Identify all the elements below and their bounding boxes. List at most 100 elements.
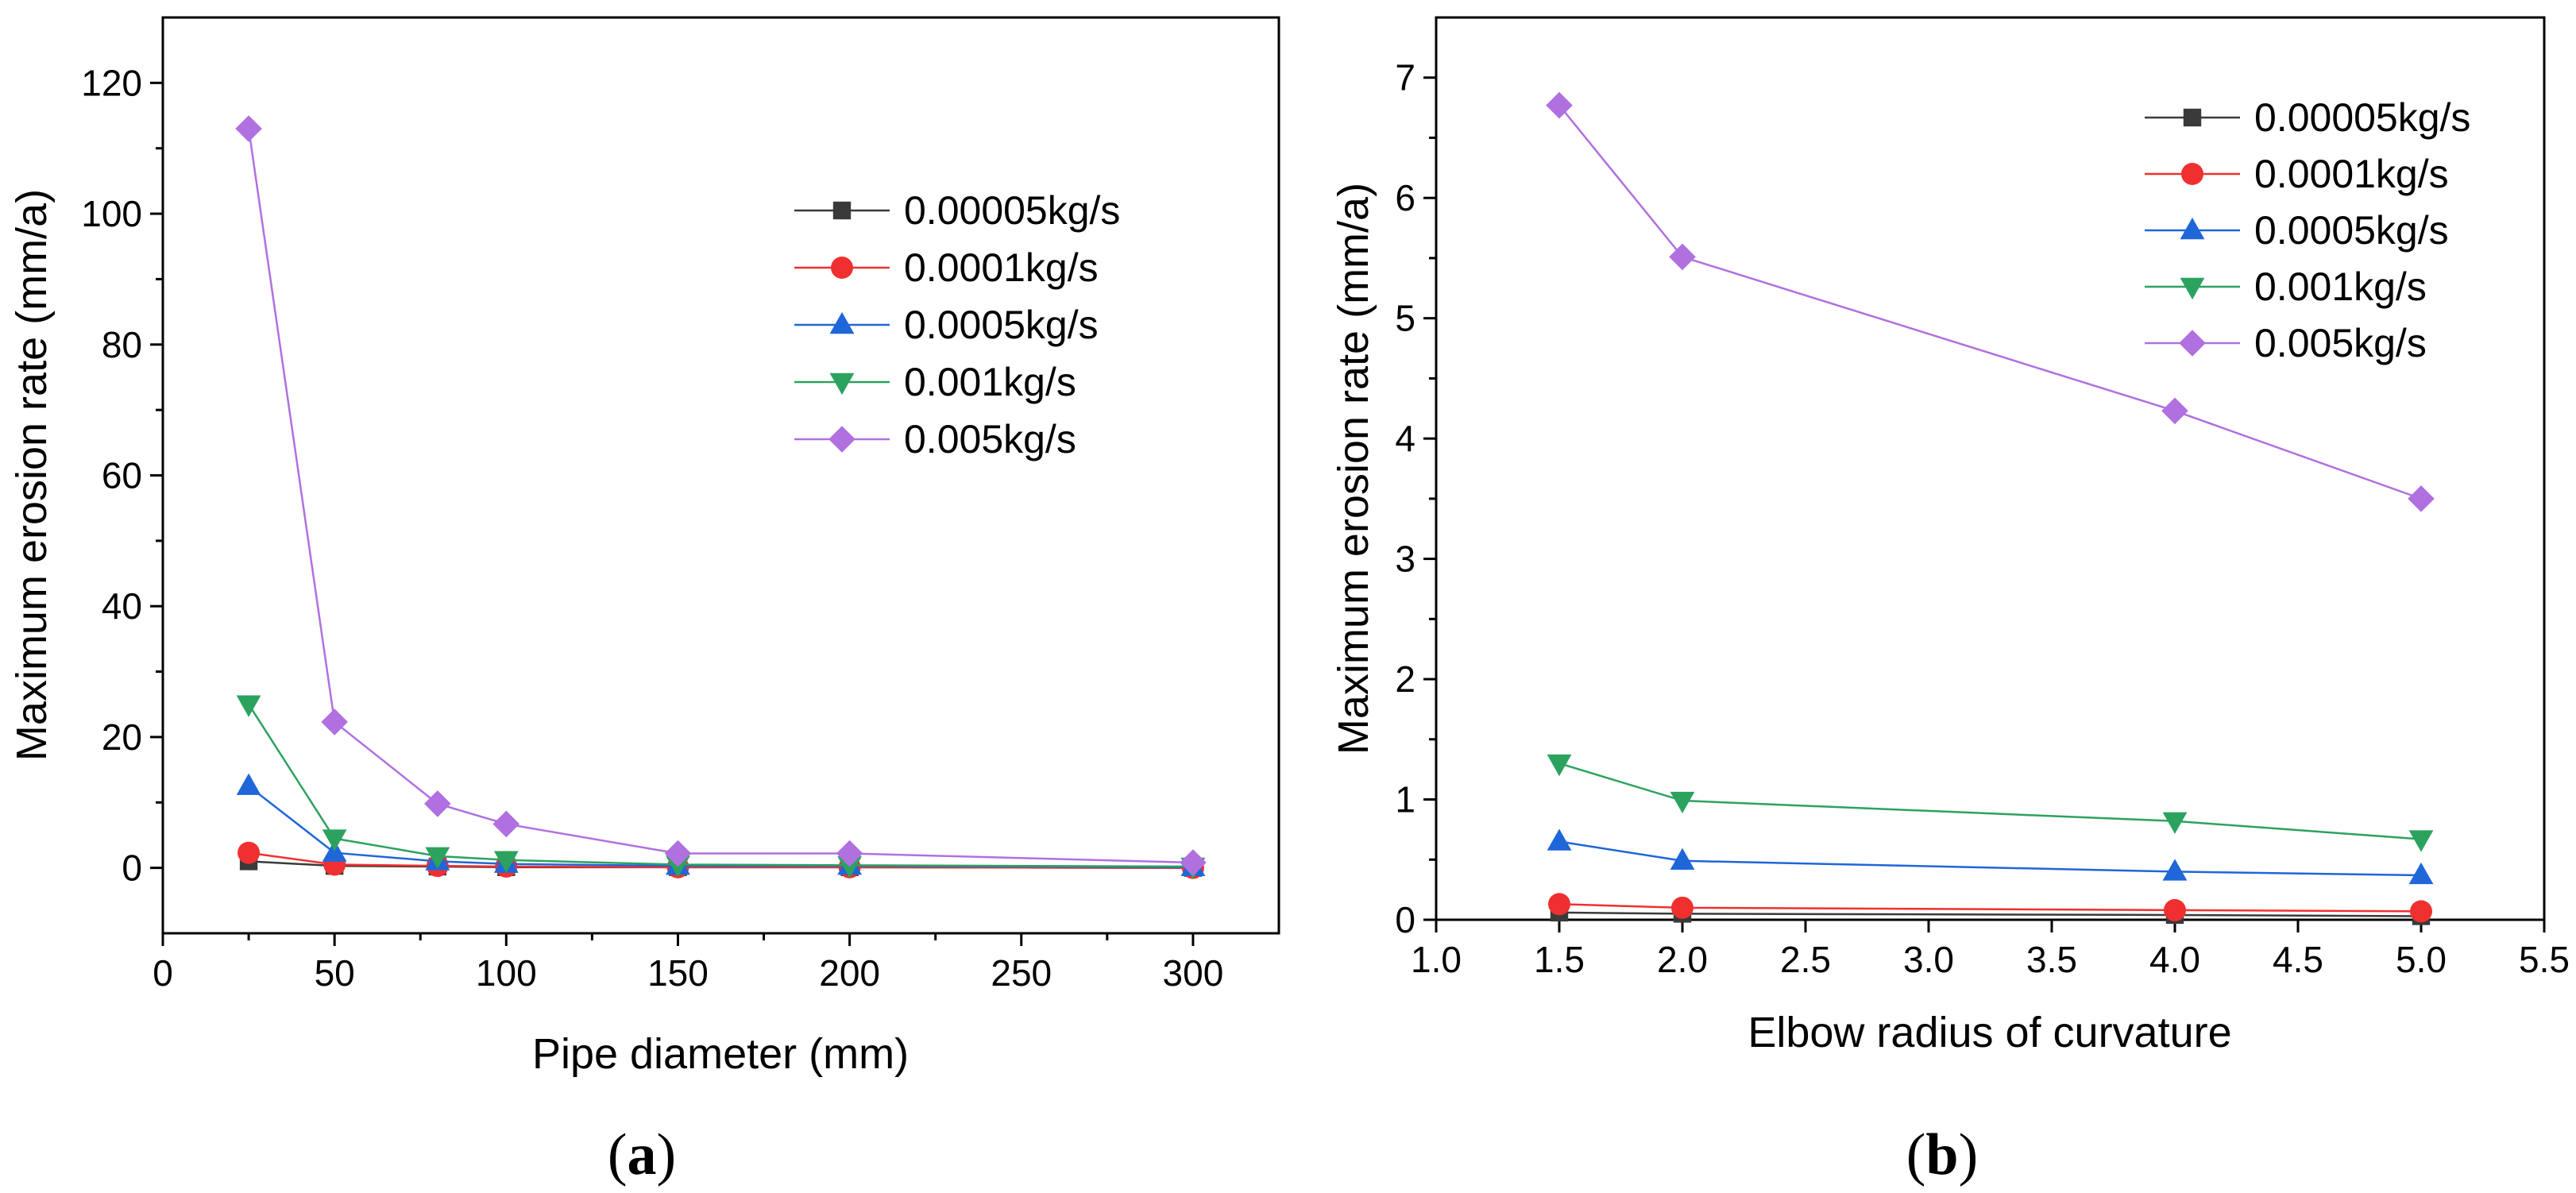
panel-a-legend-marker (829, 311, 855, 334)
panel-a-data-point (664, 840, 692, 867)
panel-b-x-tick-label: 2.0 (1657, 939, 1708, 980)
panel-a-plot-frame (161, 16, 1280, 935)
panel-a-series-3 (236, 695, 1206, 880)
panel-b-y-tick-label: 5 (1395, 298, 1415, 339)
panel-b-y-tick-label: 6 (1395, 177, 1415, 218)
panel-b-x-tick-label: 3.5 (2026, 939, 2077, 980)
panel-b-x-tick-label: 4.0 (2149, 939, 2200, 980)
panel-a-series-line (248, 704, 1193, 868)
panel-b-series-line (1558, 104, 2422, 500)
panel-b-series-2 (1547, 828, 2434, 885)
panel-b-series-line (1558, 903, 2422, 913)
panel-b-x-tick-label: 5.0 (2396, 939, 2447, 980)
panel-b-series-line (1558, 911, 2422, 917)
panel-a-legend-label: 0.0005kg/s (904, 303, 1099, 347)
panel-a-series-line (247, 128, 1193, 864)
panel-a-series-4 (235, 115, 1207, 876)
panel-a-x-tick-label: 200 (819, 952, 880, 994)
panel-a-y-tick-label: 60 (102, 455, 142, 496)
panel-a-legend-marker (829, 373, 855, 396)
panel-a-y-tick-label: 80 (102, 324, 142, 365)
panel-a-x-tick-label: 50 (315, 952, 355, 994)
panel-b-data-point (2162, 859, 2188, 881)
panel-a-x-tick-label: 250 (991, 952, 1052, 994)
panel-a-x-tick-label: 0 (153, 952, 173, 994)
panel-a-legend-marker (832, 201, 852, 220)
panel-b-legend-marker (2183, 108, 2202, 127)
panel-a-legend-marker (831, 257, 853, 279)
panel-b-data-point (2408, 485, 2435, 512)
panel-b-x-tick-label: 2.5 (1780, 939, 1831, 980)
panel-b-legend-label: 0.00005kg/s (2254, 95, 2470, 140)
panel-a-data-point (493, 851, 519, 873)
panel-b-x-tick-label: 1.5 (1534, 939, 1585, 980)
panel-b-data-point (2408, 830, 2434, 852)
panel-b-plot-frame (1435, 16, 2546, 921)
panel-b-data-point (1546, 91, 1573, 119)
panel-b-series-line (1558, 840, 2422, 877)
panel-b-legend-marker (2181, 163, 2203, 185)
panel-a-legend: 0.00005kg/s 0.0001kg/s 0.0005kg/s 0.001kg/s… (794, 188, 1120, 461)
panel-b-data-point (2162, 812, 2188, 834)
panel-b-series-1 (1548, 893, 2432, 923)
panel-a-x-tick-label: 300 (1163, 952, 1224, 994)
panel-b-series-line (1558, 762, 2422, 840)
panel-a-legend-label: 0.005kg/s (904, 417, 1076, 461)
panel-b-x-tick-label: 5.5 (2519, 939, 2570, 980)
panel-b-y-tick-label: 4 (1395, 418, 1415, 459)
panel-b-y-tick-label: 1 (1395, 779, 1415, 820)
panel-b-y-axis-title: Maximum erosion rate (mm/a) (1330, 183, 1377, 755)
panel-a-x-axis-title: Pipe diameter (mm) (532, 1030, 909, 1078)
panel-a-data-point (1180, 849, 1207, 876)
panel-b-x-tick-label: 1.0 (1411, 939, 1462, 980)
panel-a-data-point (321, 708, 348, 735)
panel-b-caption-label: b (1925, 1122, 1958, 1187)
panel-b-series-4 (1546, 91, 2435, 512)
panel-b-caption: (b) (1906, 1122, 1978, 1187)
panel-b-data-point (2164, 898, 2186, 921)
panel-a-data-point (424, 790, 451, 817)
panel-a-legend-label: 0.00005kg/s (904, 188, 1120, 233)
panel-b-series-3 (1547, 754, 2434, 852)
panel-a-legend-marker (828, 426, 855, 453)
panel-b-y-tick-label: 2 (1395, 658, 1415, 700)
panel-a-series-2 (236, 773, 1206, 877)
panel-b-data-point (1671, 896, 1694, 919)
panel-a-caption: (a) (608, 1122, 676, 1187)
chart-panel-b: 1.0 1.5 2.0 2.5 3.0 3.5 4.0 4.5 5.0 5.5 0 1 2 3 4 5 6 7 El… (1330, 16, 2570, 1056)
panel-b-legend: 0.00005kg/s 0.0001kg/s 0.0005kg/s 0.001kg/s… (2145, 95, 2470, 365)
panel-b-data-point (1670, 847, 1695, 870)
panel-b-legend-label: 0.005kg/s (2254, 321, 2427, 365)
panel-a-data-point (322, 829, 347, 851)
panel-a-y-tick-label: 0 (122, 847, 142, 889)
panel-a-data-point (235, 115, 262, 142)
panel-a-x-tick-label: 150 (647, 952, 709, 994)
panel-a-series-line (248, 785, 1193, 869)
panel-b-data-point (1547, 828, 1572, 851)
panel-a-y-tick-label: 120 (81, 62, 142, 103)
panel-a-caption-label: a (628, 1122, 657, 1187)
panel-b-x-tick-label: 3.0 (1903, 939, 1954, 980)
panel-b-data-point (1547, 754, 1572, 777)
panel-a-data-point (425, 847, 450, 869)
panel-b-y-tick-label: 3 (1395, 539, 1415, 580)
panel-a-y-tick-label: 100 (81, 193, 142, 234)
panel-a-x-tick-label: 100 (476, 952, 537, 994)
panel-a-y-tick-label: 40 (102, 585, 142, 627)
panel-a-data-point (236, 773, 261, 795)
panel-b-x-tick-label: 4.5 (2273, 939, 2323, 980)
panel-b-legend-marker (2180, 277, 2205, 300)
panel-b-legend-label: 0.0001kg/s (2254, 152, 2449, 196)
panel-b-data-point (1669, 243, 1696, 271)
panel-a-y-tick-label: 20 (102, 716, 142, 758)
panel-b-y-tick-label: 7 (1395, 57, 1415, 98)
panel-b-data-point (2408, 862, 2434, 885)
chart-panel-a: 0 50 100 150 200 250 300 0 20 40 60 80 100 120 Pipe di… (8, 16, 1280, 1078)
panel-b-legend-label: 0.0005kg/s (2254, 208, 2449, 253)
panel-a-legend-label: 0.001kg/s (904, 360, 1076, 404)
panel-b-x-axis-title: Elbow radius of curvature (1748, 1009, 2231, 1056)
panel-a-y-axis-title: Maximum erosion rate (mm/a) (8, 189, 56, 761)
panel-a-data-point (836, 840, 863, 867)
panel-b-data-point (1548, 893, 1570, 916)
